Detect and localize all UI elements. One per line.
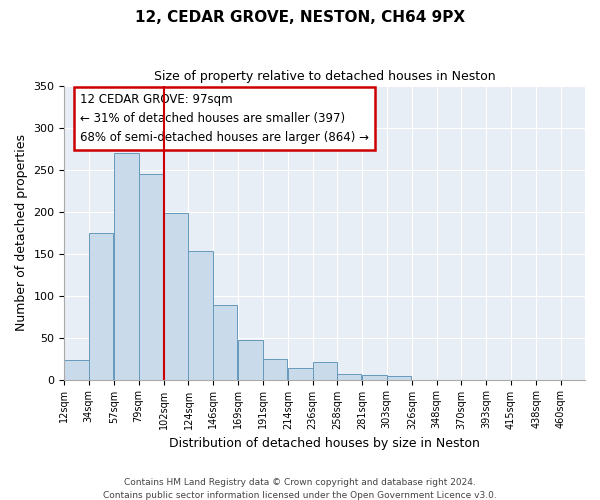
- Text: Contains HM Land Registry data © Crown copyright and database right 2024.
Contai: Contains HM Land Registry data © Crown c…: [103, 478, 497, 500]
- Bar: [238, 340, 263, 380]
- Bar: [139, 174, 163, 380]
- Bar: [188, 251, 213, 380]
- X-axis label: Distribution of detached houses by size in Neston: Distribution of detached houses by size …: [169, 437, 480, 450]
- Bar: [89, 232, 113, 380]
- Bar: [263, 358, 287, 380]
- Text: 12, CEDAR GROVE, NESTON, CH64 9PX: 12, CEDAR GROVE, NESTON, CH64 9PX: [135, 10, 465, 25]
- Bar: [213, 305, 237, 380]
- Bar: [387, 376, 411, 380]
- Bar: [64, 360, 89, 380]
- Text: 12 CEDAR GROVE: 97sqm
← 31% of detached houses are smaller (397)
68% of semi-det: 12 CEDAR GROVE: 97sqm ← 31% of detached …: [80, 93, 369, 144]
- Bar: [337, 374, 361, 380]
- Bar: [313, 362, 337, 380]
- Y-axis label: Number of detached properties: Number of detached properties: [15, 134, 28, 331]
- Bar: [114, 153, 139, 380]
- Bar: [362, 376, 387, 380]
- Bar: [164, 213, 188, 380]
- Title: Size of property relative to detached houses in Neston: Size of property relative to detached ho…: [154, 70, 496, 83]
- Bar: [288, 368, 313, 380]
